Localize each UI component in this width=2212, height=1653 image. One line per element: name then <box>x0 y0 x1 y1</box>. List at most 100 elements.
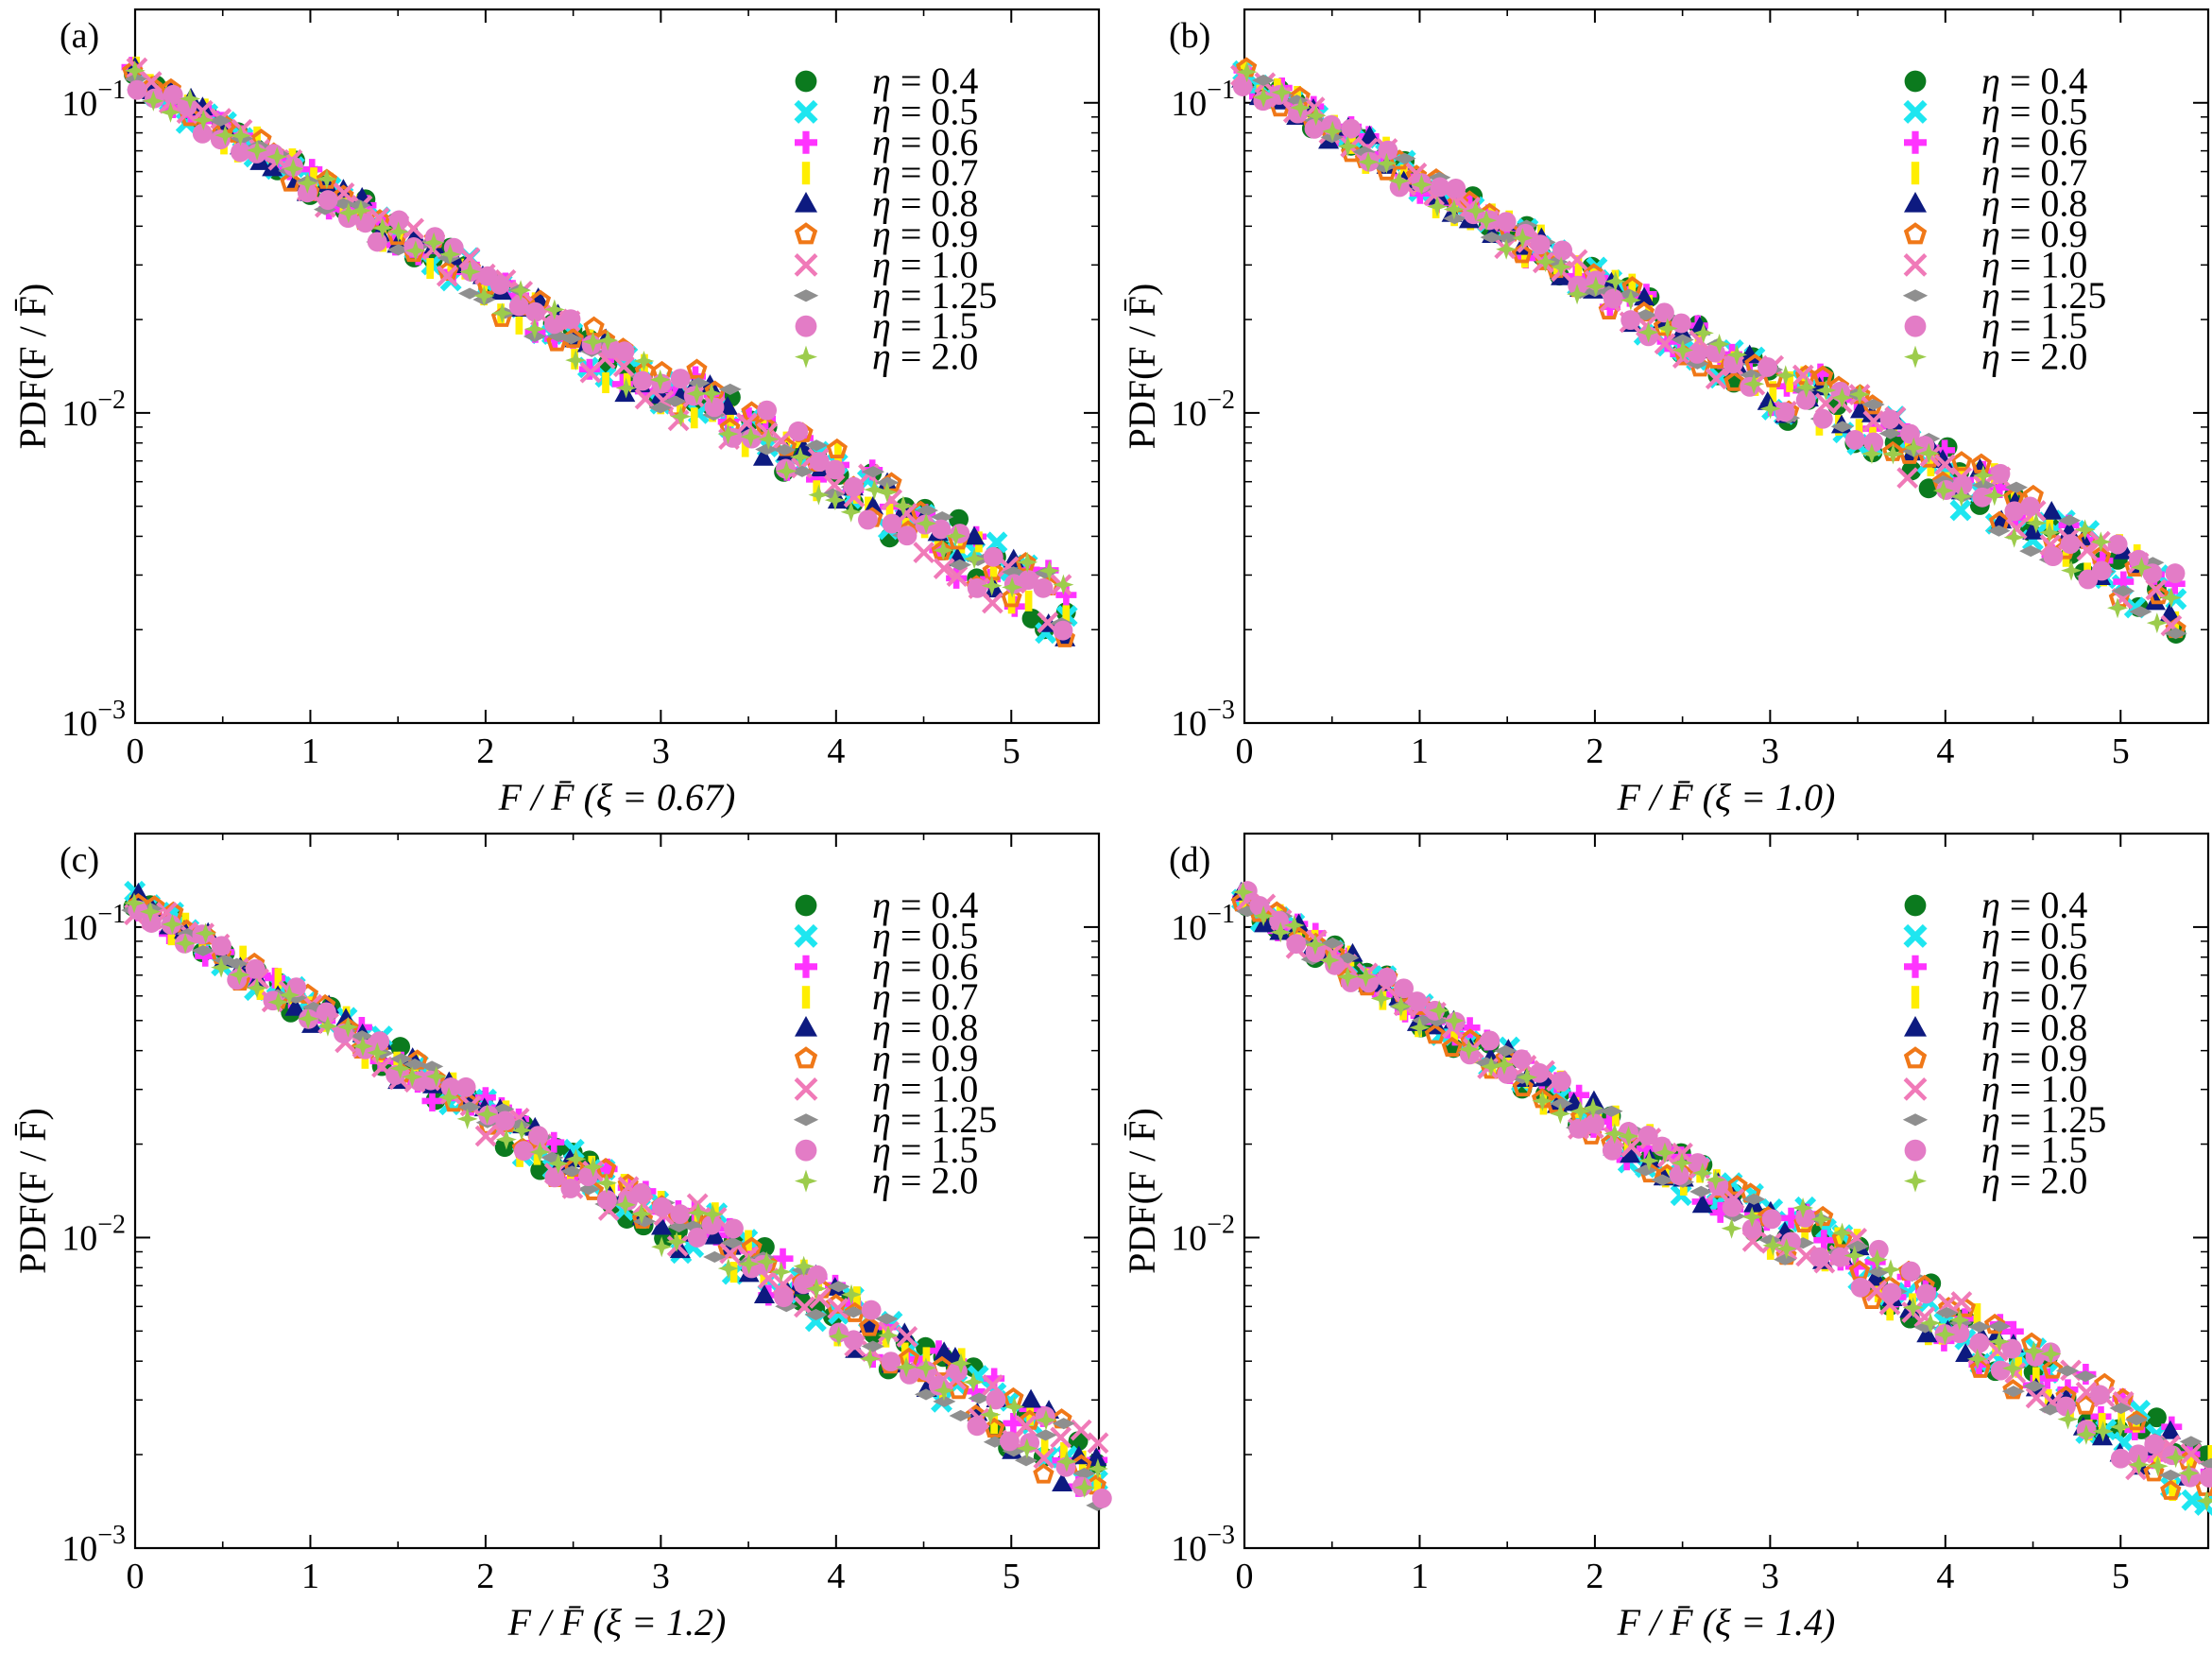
data-point <box>192 123 213 144</box>
data-point <box>1050 1426 1072 1449</box>
data-point <box>2022 520 2044 540</box>
legend-label: η = 0.8 <box>1981 182 2087 225</box>
data-point <box>614 1194 636 1215</box>
data-point <box>1583 1090 1604 1110</box>
data-point <box>770 1261 792 1283</box>
data-point <box>1253 905 1275 927</box>
data-point <box>1236 61 1258 83</box>
data-point <box>1967 1320 1991 1333</box>
data-point <box>1026 1404 1035 1426</box>
data-point <box>793 1255 814 1277</box>
x-tick-label: 2 <box>476 732 494 771</box>
data-point <box>284 996 306 1016</box>
data-point <box>1033 1447 1055 1470</box>
legend-label: η = 0.8 <box>872 1007 978 1049</box>
data-point <box>686 358 708 379</box>
data-point <box>253 126 261 147</box>
data-point <box>1795 389 1816 410</box>
legend-marker <box>1911 986 1920 1009</box>
data-point <box>690 407 698 429</box>
data-point <box>963 1371 985 1393</box>
data-point <box>859 1348 881 1369</box>
data-point <box>757 400 778 421</box>
data-point <box>950 1352 971 1374</box>
data-point <box>1020 1388 1042 1408</box>
data-point <box>440 1077 461 1098</box>
data-point <box>615 377 637 399</box>
data-point <box>670 369 691 389</box>
data-point <box>1866 1248 1888 1270</box>
data-point <box>1915 1283 1936 1304</box>
data-point <box>245 958 266 979</box>
data-point <box>264 144 284 164</box>
x-axis-label: F / F̄ (ξ = 1.0) <box>1617 776 1836 818</box>
data-point <box>670 405 692 427</box>
data-point <box>1849 384 1871 405</box>
data-point <box>1535 250 1556 272</box>
data-point <box>1786 370 1793 392</box>
data-point <box>1654 1142 1675 1163</box>
data-point <box>1669 1165 1689 1185</box>
data-point <box>163 84 183 105</box>
data-point <box>1481 1056 1502 1077</box>
legend-marker <box>795 1139 817 1162</box>
data-point <box>858 1316 881 1336</box>
data-point <box>1795 1207 1816 1228</box>
data-point <box>1014 1455 1038 1467</box>
data-point <box>809 452 830 473</box>
plot-frame <box>1243 832 2210 1550</box>
x-tick-label: 0 <box>127 732 145 771</box>
data-point <box>456 1108 478 1129</box>
data-point <box>1861 1288 1883 1310</box>
legend-label: η = 0.5 <box>1981 90 2087 132</box>
legend-marker <box>793 1113 819 1127</box>
x-tick-label: 4 <box>827 1557 845 1596</box>
data-point <box>2164 628 2187 640</box>
data-point <box>2001 1357 2023 1379</box>
data-point <box>1809 1247 1830 1267</box>
data-point <box>559 333 583 345</box>
data-point <box>1743 373 1765 395</box>
data-point <box>1033 1463 1055 1484</box>
data-point <box>1016 1438 1037 1459</box>
data-point <box>544 314 564 335</box>
data-point <box>934 1341 955 1361</box>
data-point <box>967 577 987 598</box>
data-point <box>2025 1386 2048 1409</box>
legend-label: η = 0.7 <box>872 975 978 1018</box>
data-point <box>876 481 898 503</box>
data-point <box>949 508 969 529</box>
data-point <box>1742 1193 1766 1205</box>
data-point <box>981 575 1003 596</box>
data-point <box>755 443 779 456</box>
data-point <box>2147 1455 2169 1477</box>
data-point <box>301 1001 325 1013</box>
data-point <box>2057 1408 2079 1430</box>
data-point <box>826 438 848 459</box>
legend-marker <box>795 345 817 369</box>
data-point <box>2112 585 2135 597</box>
data-point <box>491 302 513 324</box>
data-point <box>2004 481 2029 493</box>
data-point <box>2046 511 2054 533</box>
data-point <box>806 1278 828 1300</box>
data-point <box>1337 966 1359 988</box>
data-point <box>2057 514 2082 526</box>
data-point <box>1052 1472 1073 1492</box>
panel-label: (c) <box>60 840 99 880</box>
data-point <box>1882 443 1904 465</box>
panel-label: (a) <box>60 16 99 56</box>
legend-label: η = 0.6 <box>1981 121 2087 164</box>
legend-label: η = 0.7 <box>1981 151 2087 194</box>
data-point <box>1705 1169 1726 1191</box>
plot-frame <box>133 832 1101 1550</box>
data-point <box>1955 1343 1977 1362</box>
data-point <box>2004 501 2025 522</box>
data-point <box>274 968 283 990</box>
legend-label: η = 1.0 <box>1981 1067 2087 1110</box>
data-point <box>193 110 214 131</box>
data-point <box>1656 318 1678 339</box>
legend-marker <box>1903 1046 1928 1069</box>
x-tick-label: 2 <box>1586 1557 1603 1596</box>
data-point <box>316 1002 336 1023</box>
